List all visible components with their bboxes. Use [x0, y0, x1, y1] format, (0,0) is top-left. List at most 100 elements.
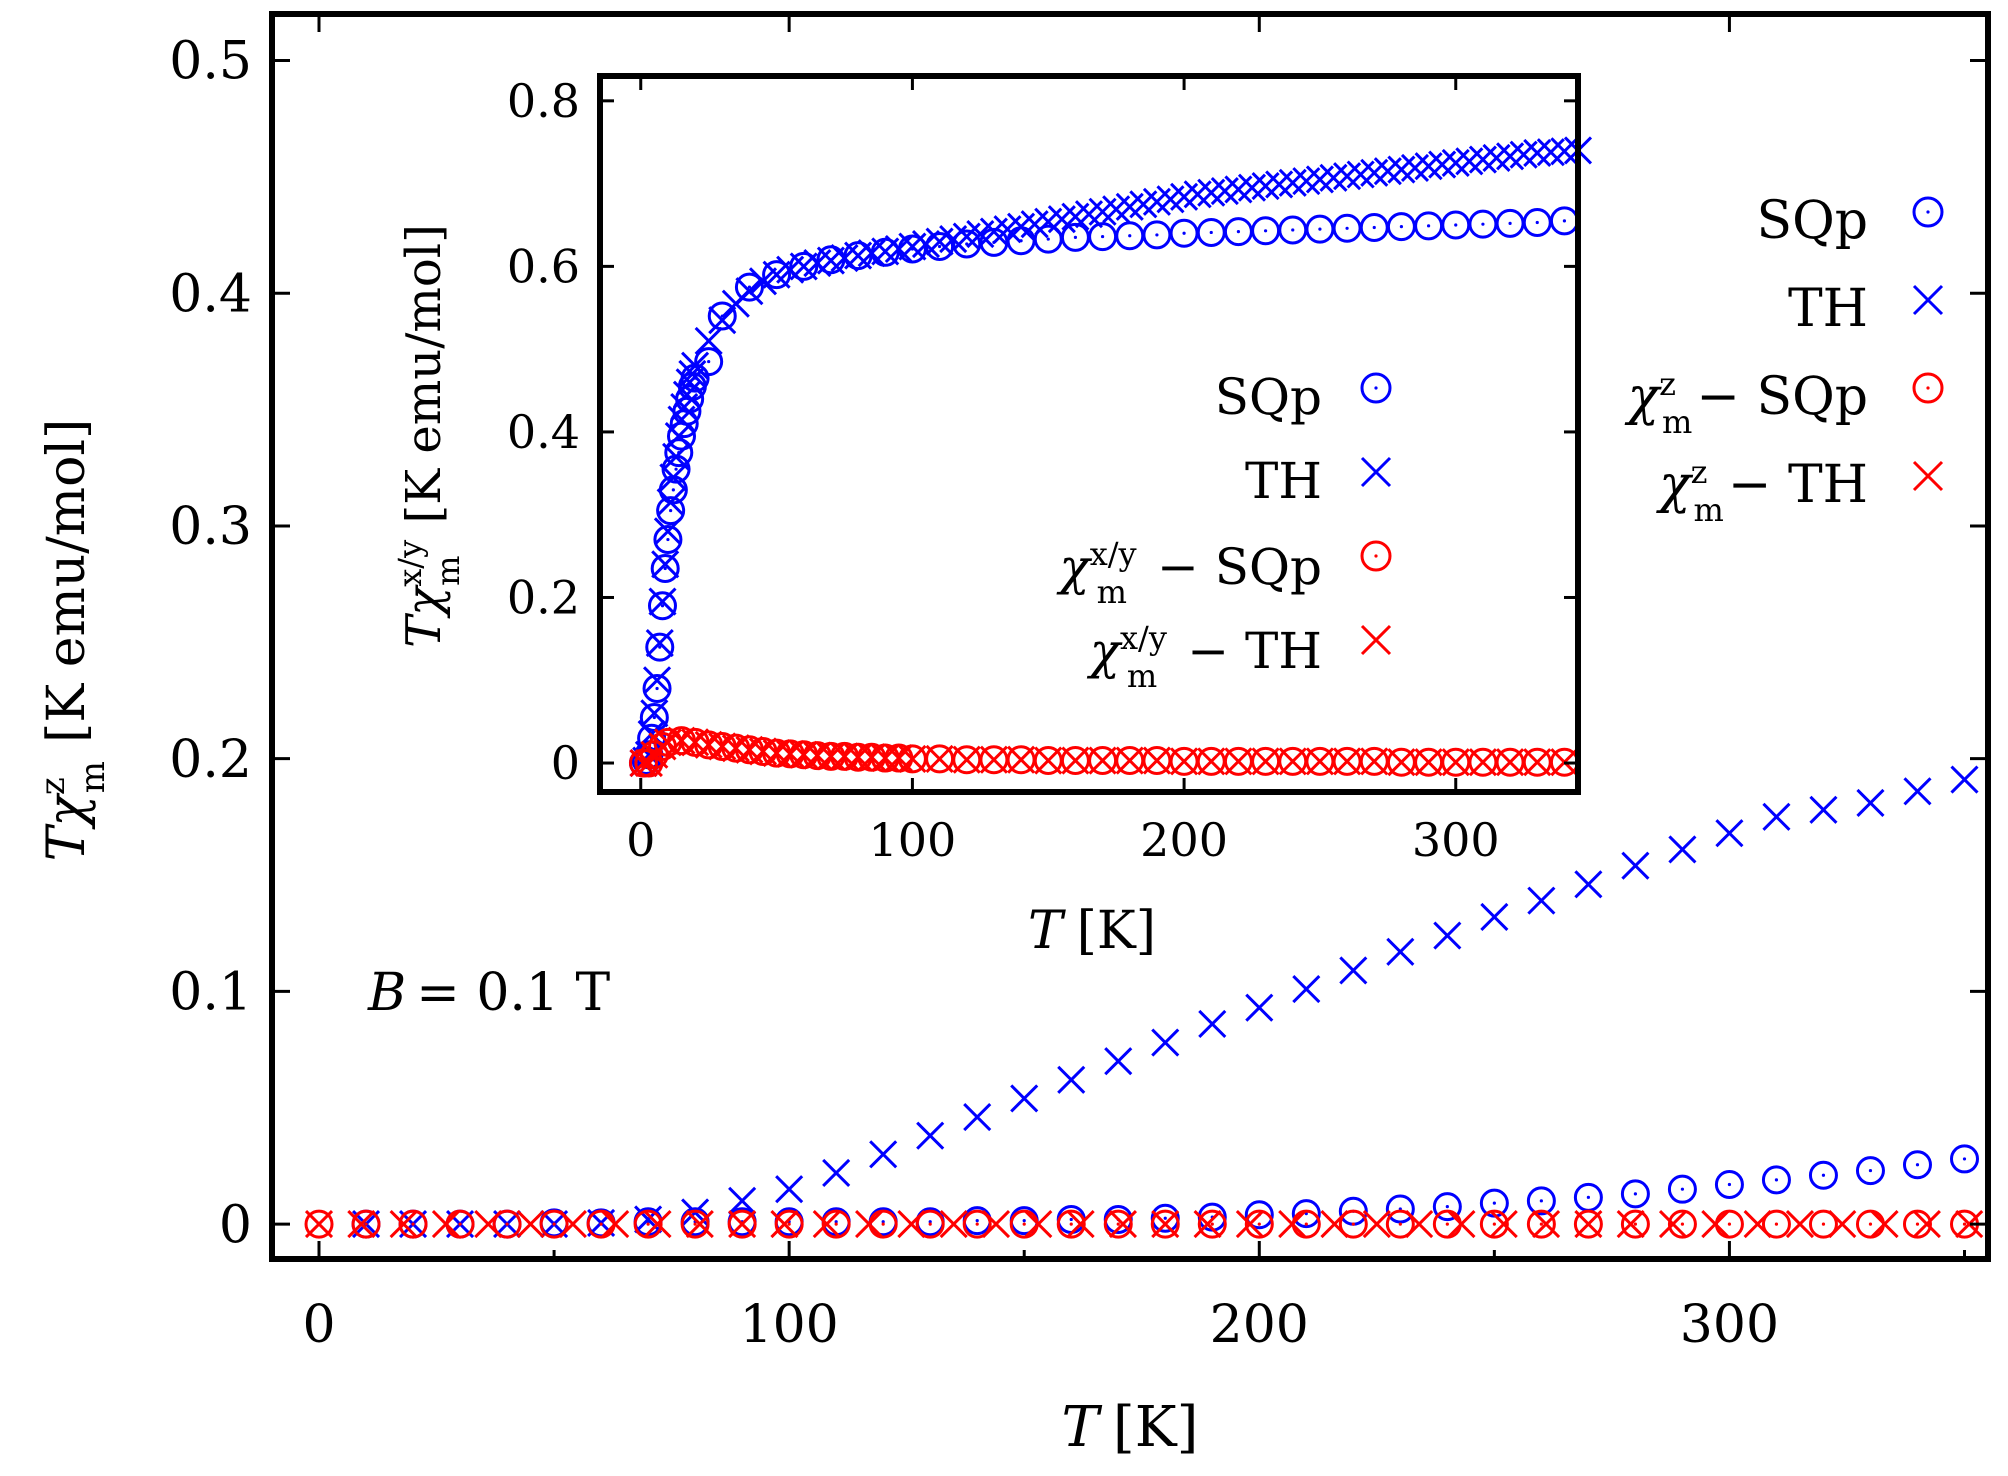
main-y-tick-label: 0.3 [169, 497, 252, 557]
main-chi_z_TH-point [1151, 1210, 1180, 1239]
main-y-label-symbol: Tχ [37, 792, 97, 862]
main-chi_z_SQp-point [1808, 1209, 1838, 1239]
inset-legend-marker-SQp [1360, 372, 1392, 404]
inset-y-label-sup: x/y [391, 540, 429, 587]
inset-y-label-symbol: Tχ [396, 584, 452, 648]
main-chi_z_TH-point [516, 1210, 545, 1239]
main-chi_z_SQp-point [915, 1209, 945, 1239]
main-legend-chi-sub-2: m [1694, 491, 1724, 529]
main-legend-chi-sub-1: m [1662, 403, 1692, 441]
inset-legend-chi-text-2: − TH [1187, 622, 1322, 680]
inset-chi_xy_TH-point [1468, 748, 1497, 777]
main-TH-point [1010, 1084, 1039, 1113]
main-x-tick-label: 0 [302, 1295, 335, 1355]
inset-background [600, 76, 1578, 792]
inset-legend-chi-sub-1: m [1097, 573, 1127, 611]
main-TH-point [775, 1175, 804, 1204]
main-TH-point [1386, 937, 1415, 966]
main-TH-point [869, 1140, 898, 1169]
main-TH-point [634, 1205, 663, 1234]
main-chi_z_SQp-point [445, 1209, 475, 1239]
inset-SQp-point [734, 272, 764, 302]
field-annotation-symbol: B [367, 963, 406, 1023]
inset-chi_xy_TH-point [830, 742, 859, 771]
main-chi_z_TH-point [728, 1210, 757, 1239]
main-SQp-point [1573, 1182, 1603, 1212]
main-TH-point [728, 1186, 757, 1215]
main-chi_z_TH-point [1278, 1210, 1307, 1239]
main-TH-point [822, 1158, 851, 1187]
main-chi_z_TH-point [1489, 1210, 1518, 1239]
inset-chi_xy_TH-point [952, 745, 981, 774]
main-chi_z_SQp-point [492, 1209, 522, 1239]
main-SQp-point [1385, 1194, 1415, 1224]
main-chi_z_TH-point [1447, 1210, 1476, 1239]
inset-chi_xy_TH-point [844, 743, 873, 772]
main-chi_z_TH-point [1616, 1210, 1645, 1239]
main-chi_z_TH-point [1955, 1210, 1984, 1239]
inset-y-tick-label: 0.2 [507, 571, 580, 625]
main-TH-point [1950, 765, 1979, 794]
main-y-tick-label: 0.2 [169, 730, 252, 790]
main-chi_z_TH-point [304, 1210, 334, 1239]
main-TH-point [1339, 956, 1368, 985]
main-SQp-point [1808, 1160, 1838, 1190]
main-chi_z_TH-point [685, 1210, 714, 1239]
main-chi_z_SQp-point [1056, 1209, 1086, 1239]
main-legend-label-chi-th: χz m− TH [1655, 453, 1868, 529]
main-y-tick-label: 0.5 [169, 32, 252, 92]
main-chi_z_TH-point [1658, 1210, 1688, 1239]
main-TH-point [1809, 795, 1838, 824]
main-legend-marker-SQp [1912, 196, 1944, 228]
inset-legend-markers [1360, 372, 1392, 656]
main-chi_z_SQp-point [1197, 1209, 1227, 1239]
main-TH-point [916, 1121, 945, 1150]
main-chi_z_TH-point [1785, 1210, 1815, 1239]
main-y-tick-label: 0.1 [169, 963, 252, 1023]
main-chi_z_TH-point [1912, 1210, 1941, 1239]
inset-legend-chi-sup-2: x/y [1120, 619, 1167, 657]
inset-chi_xy_TH-point [789, 740, 818, 769]
main-y-label-sup: z [33, 777, 73, 795]
main-chi_z_SQp-point [680, 1209, 710, 1239]
main-y-label-sub: m [73, 761, 113, 793]
main-chi_z_TH-point [855, 1210, 884, 1239]
main-TH-point [1856, 788, 1885, 817]
main-chi_z_TH-point [897, 1210, 926, 1239]
inset-x-label-unit: [K] [1077, 901, 1156, 961]
inset-chi_xy_TH-point [1387, 748, 1416, 777]
main-chi_z_SQp-point [1479, 1209, 1509, 1239]
main-chi_z_SQp-point [351, 1209, 381, 1239]
main-SQp-point [1761, 1165, 1791, 1195]
main-y-tick-label: 0.4 [169, 264, 252, 324]
inset-chi_xy_TH-point [1115, 746, 1144, 775]
main-legend-label-sqp: SQp [1756, 191, 1868, 251]
inset-chi_xy_TH-point [762, 739, 791, 768]
inset-x-tick-label: 300 [1412, 813, 1500, 867]
main-chi_z_TH-point [1066, 1210, 1095, 1239]
main-chi_z_SQp-point [868, 1209, 898, 1239]
main-chi_z_TH-point [601, 1210, 630, 1239]
inset-legend-marker-chi_xy_SQp [1360, 540, 1392, 572]
main-legend-label-th: TH [1788, 279, 1868, 339]
main-x-tick-label: 100 [740, 1295, 839, 1355]
main-TH-point [1104, 1047, 1133, 1076]
inset-chi_xy_TH-point [776, 739, 805, 768]
main-chi_z_TH-point [1701, 1210, 1730, 1239]
main-legend-chi-sup-1: z [1659, 365, 1676, 403]
main-chi_z_TH-point [389, 1210, 418, 1239]
inset-chi_xy_TH-point [803, 741, 832, 770]
inset-legend-label-th: TH [1245, 452, 1322, 510]
inset-TH-point [735, 277, 764, 306]
main-SQp-point [1949, 1144, 1979, 1174]
main-marks [304, 765, 1984, 1239]
main-TH-point [963, 1102, 992, 1132]
main-y-axis-label: Tχzm [K emu/mol] [33, 419, 113, 862]
inset-legend-label-chi-sqp: χx/y m − SQp [1056, 535, 1322, 611]
inset-chi_xy_TH-point [1007, 745, 1036, 774]
inset-ticks: 0 100 200 300 0 0.2 0.4 0.6 0.8 [507, 74, 1578, 867]
main-plot-frame [269, 11, 1991, 1262]
main-SQp-point [1902, 1150, 1932, 1180]
main-chi_z_TH-point [558, 1210, 587, 1239]
